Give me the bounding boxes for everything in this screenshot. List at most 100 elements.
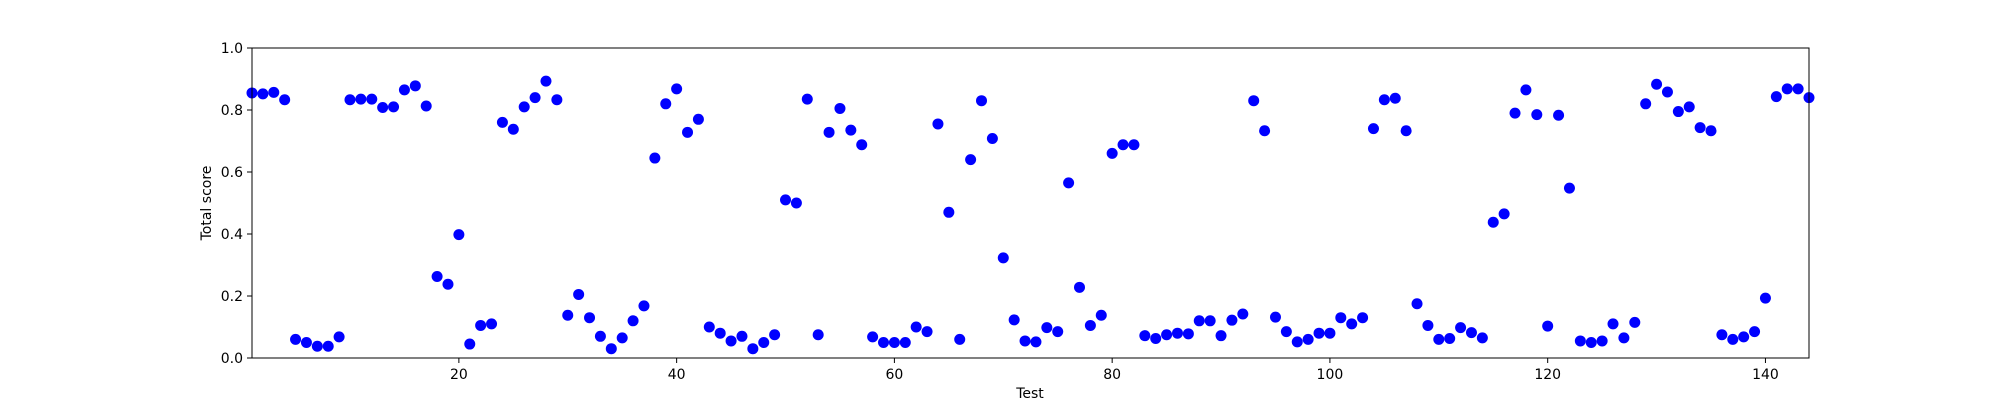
data-point bbox=[1465, 327, 1477, 339]
data-point bbox=[1030, 336, 1042, 348]
data-point bbox=[486, 318, 498, 330]
data-point bbox=[1259, 125, 1271, 137]
data-point bbox=[627, 315, 639, 327]
data-point bbox=[573, 288, 585, 300]
data-point bbox=[1694, 122, 1706, 134]
y-axis-label: Total score bbox=[199, 166, 215, 242]
data-point bbox=[671, 83, 683, 95]
data-point bbox=[1520, 84, 1532, 96]
data-point bbox=[965, 154, 977, 166]
data-point bbox=[692, 113, 704, 125]
data-point bbox=[442, 278, 454, 290]
data-point bbox=[997, 252, 1009, 264]
data-point bbox=[1585, 337, 1597, 348]
data-point bbox=[366, 93, 378, 105]
data-point bbox=[856, 139, 868, 151]
data-point bbox=[1542, 320, 1554, 332]
data-point bbox=[1324, 327, 1336, 339]
data-point bbox=[431, 270, 443, 282]
data-point bbox=[1084, 319, 1096, 331]
data-point bbox=[1672, 106, 1684, 118]
data-point bbox=[475, 319, 487, 331]
data-point bbox=[888, 337, 900, 348]
data-point bbox=[1400, 125, 1412, 137]
data-point bbox=[1150, 332, 1162, 344]
data-point bbox=[780, 194, 792, 206]
data-point bbox=[1651, 78, 1663, 90]
x-tick-label: 20 bbox=[450, 367, 468, 383]
y-tick-label: 0.0 bbox=[221, 351, 243, 367]
data-point bbox=[812, 329, 824, 341]
y-tick-label: 0.2 bbox=[221, 289, 243, 305]
x-axis: 20 40 60 80 100 120 140 bbox=[450, 358, 1779, 383]
data-point bbox=[1106, 147, 1118, 159]
data-point bbox=[1095, 309, 1107, 321]
data-point bbox=[1792, 83, 1804, 95]
data-point bbox=[1498, 208, 1510, 220]
data-point bbox=[420, 100, 432, 112]
data-point bbox=[801, 93, 813, 105]
y-tick-label: 0.8 bbox=[221, 103, 243, 119]
data-point bbox=[1378, 94, 1390, 106]
data-point bbox=[1237, 308, 1249, 320]
data-point bbox=[388, 101, 400, 113]
y-axis: 0.0 0.2 0.4 0.6 0.8 1.0 bbox=[221, 41, 252, 367]
data-point bbox=[1291, 336, 1303, 348]
data-point bbox=[1738, 331, 1750, 343]
data-point bbox=[845, 124, 857, 136]
data-point bbox=[1433, 333, 1445, 345]
x-tick-label: 40 bbox=[668, 367, 686, 383]
data-point bbox=[594, 330, 606, 342]
data-point bbox=[616, 332, 628, 344]
data-point bbox=[1346, 318, 1358, 330]
data-point bbox=[1128, 139, 1140, 151]
x-tick-label: 60 bbox=[885, 367, 903, 383]
data-point bbox=[1019, 335, 1031, 347]
data-point bbox=[1476, 332, 1488, 344]
data-point bbox=[507, 123, 519, 135]
data-point bbox=[1509, 107, 1521, 119]
data-point bbox=[932, 118, 944, 130]
y-tick-label: 0.6 bbox=[221, 165, 243, 181]
data-point bbox=[1422, 319, 1434, 331]
data-point bbox=[1596, 335, 1608, 347]
data-point bbox=[1357, 312, 1369, 324]
data-point bbox=[986, 133, 998, 145]
data-point bbox=[1759, 292, 1771, 304]
data-point bbox=[660, 98, 672, 110]
data-point bbox=[1781, 83, 1793, 95]
data-point bbox=[1661, 86, 1673, 98]
data-point bbox=[377, 102, 389, 114]
data-point bbox=[279, 94, 291, 106]
data-point bbox=[1444, 332, 1456, 344]
data-point bbox=[682, 126, 694, 138]
data-point bbox=[1487, 216, 1499, 228]
data-point bbox=[398, 84, 410, 96]
y-tick-label: 1.0 bbox=[221, 41, 243, 57]
x-axis-label: Test bbox=[1015, 386, 1044, 400]
data-point bbox=[1063, 177, 1075, 189]
data-point bbox=[322, 340, 334, 352]
x-tick-label: 120 bbox=[1534, 367, 1561, 383]
data-point bbox=[1607, 318, 1619, 330]
data-point bbox=[1553, 109, 1565, 121]
data-point bbox=[584, 312, 596, 324]
data-point bbox=[943, 206, 955, 218]
data-point bbox=[1248, 95, 1260, 107]
data-point bbox=[747, 343, 759, 355]
data-point bbox=[1171, 327, 1183, 339]
data-point bbox=[921, 326, 933, 338]
data-point bbox=[769, 329, 781, 341]
data-point bbox=[790, 197, 802, 209]
data-point bbox=[464, 338, 476, 350]
data-point bbox=[344, 94, 356, 106]
data-point bbox=[1073, 281, 1085, 293]
data-point bbox=[1226, 314, 1238, 326]
data-point bbox=[1367, 123, 1379, 135]
data-point bbox=[355, 93, 367, 105]
data-point bbox=[540, 75, 552, 87]
data-point bbox=[1041, 322, 1053, 334]
data-point bbox=[649, 152, 661, 164]
data-point bbox=[976, 95, 988, 107]
